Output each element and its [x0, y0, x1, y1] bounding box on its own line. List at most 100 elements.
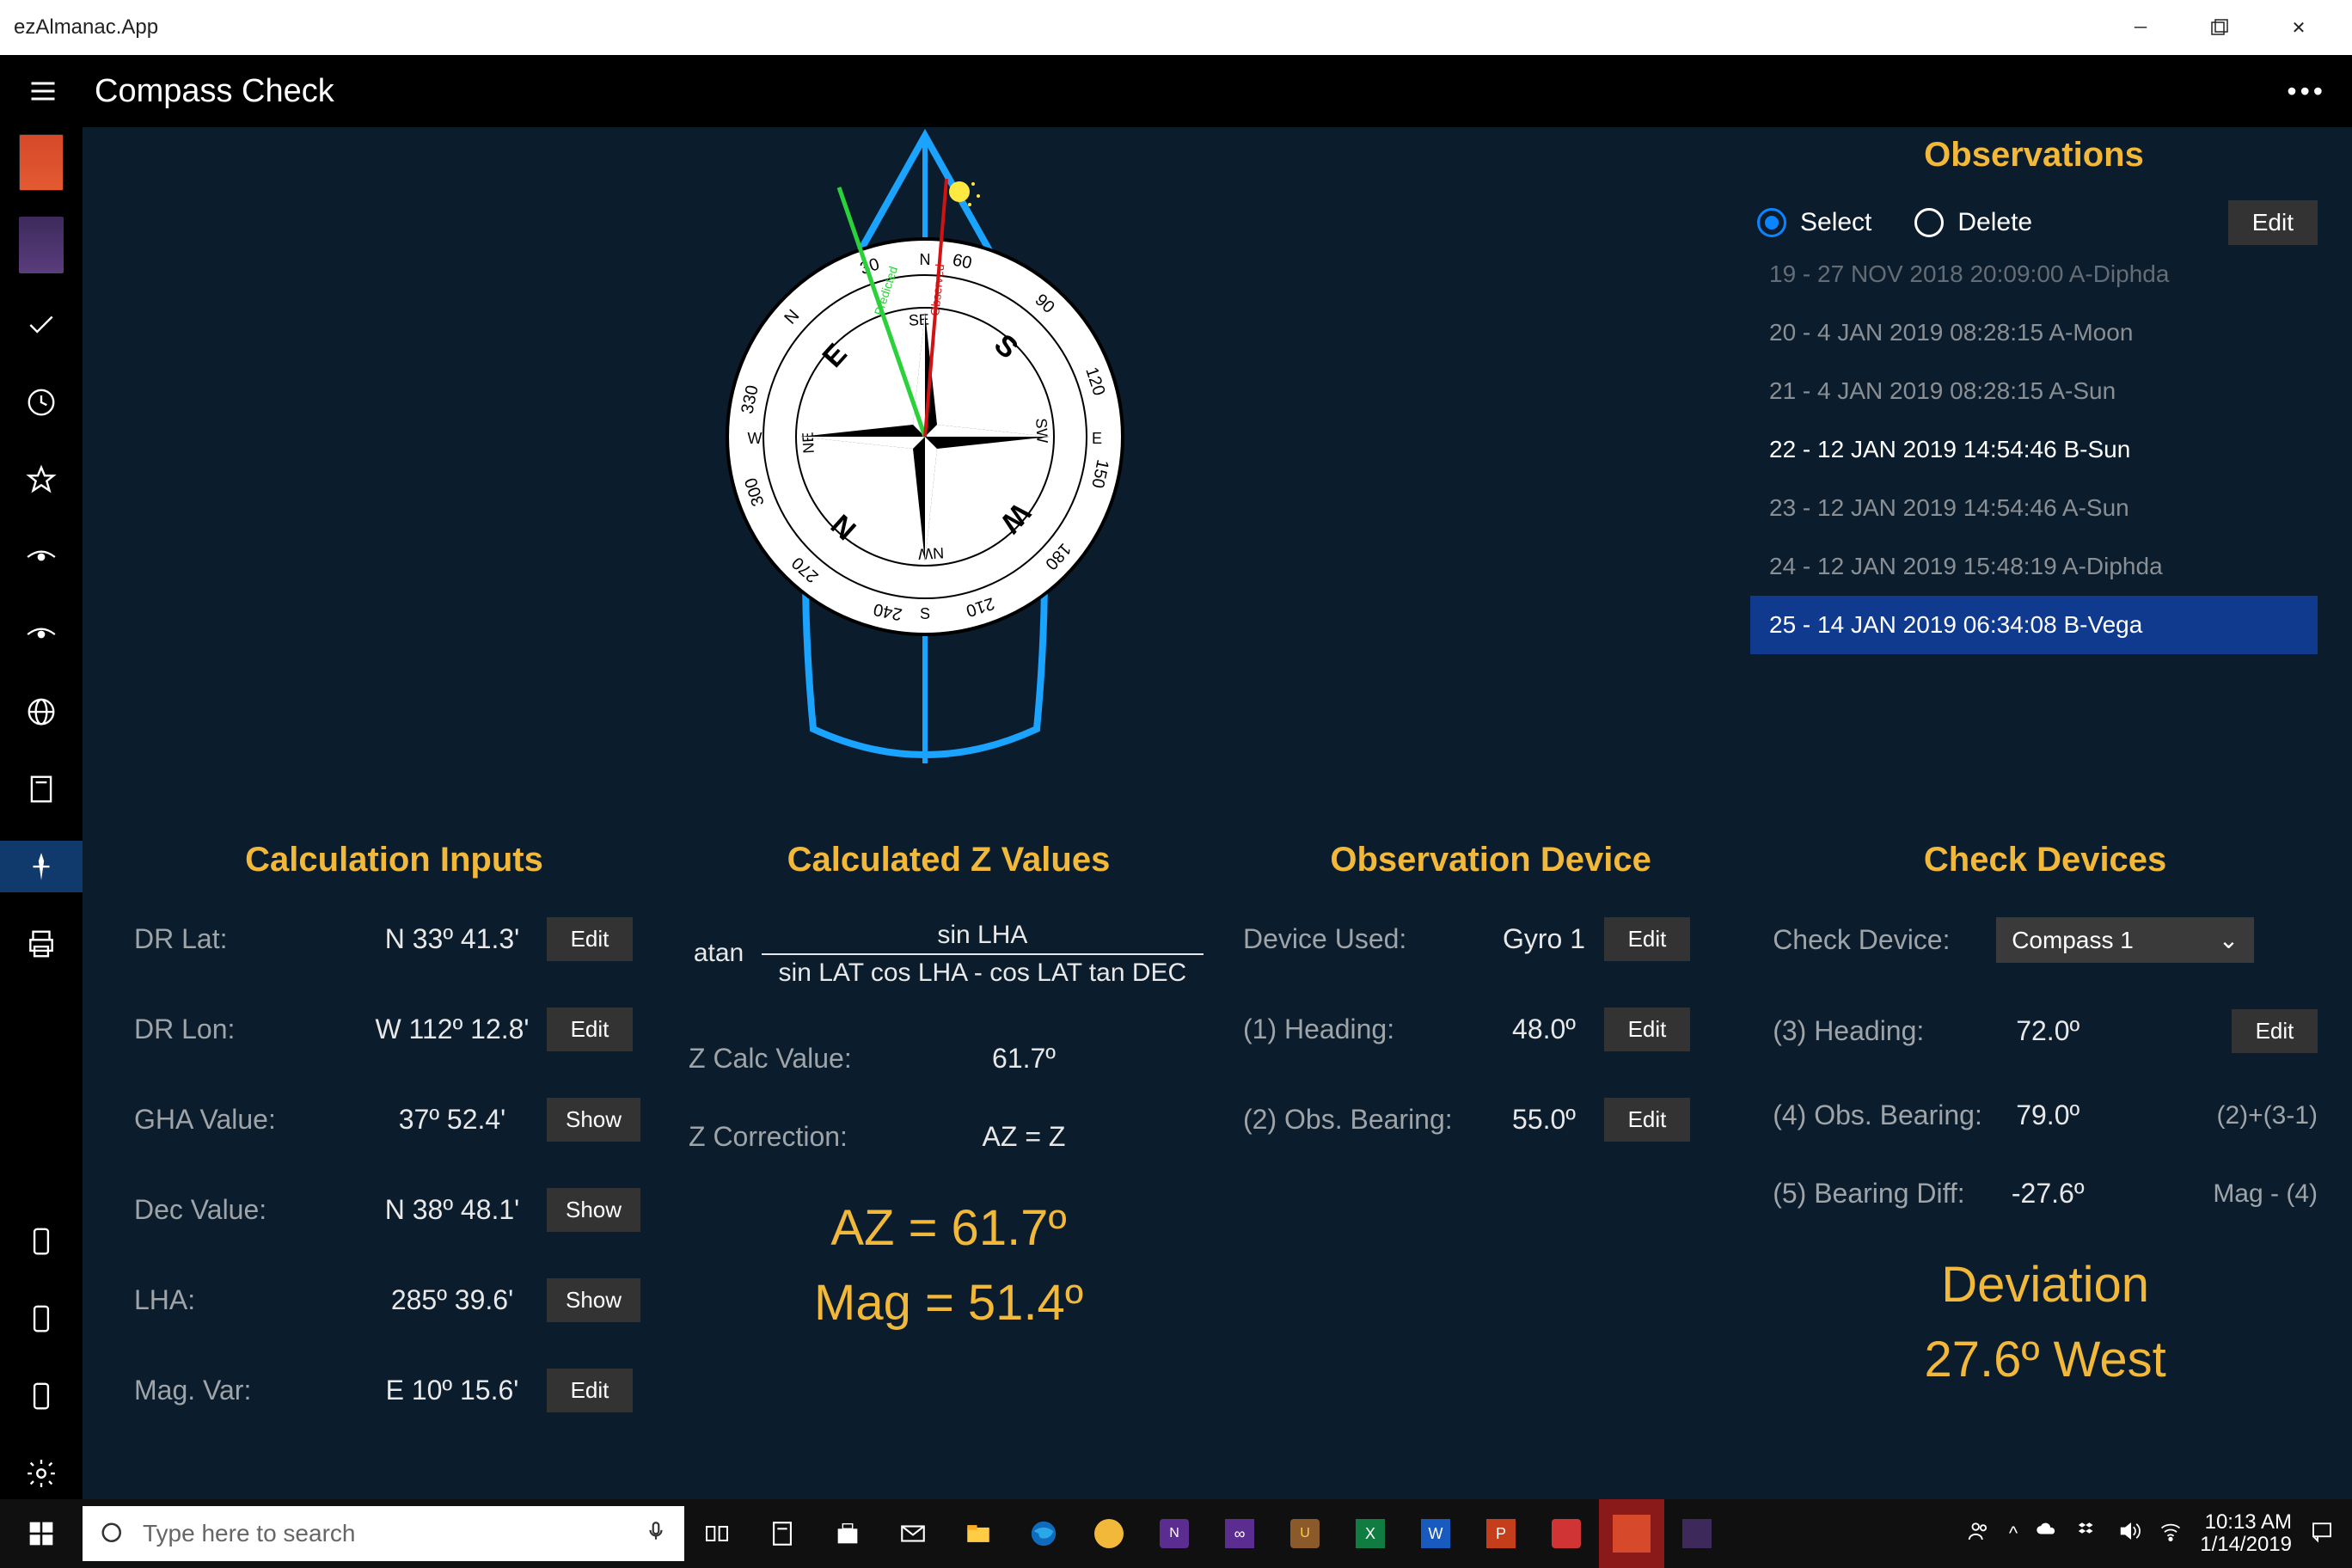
check-device-label: Check Device:	[1773, 924, 1996, 956]
tray-wifi-icon[interactable]	[2159, 1519, 2183, 1548]
tray-chevron-up-icon[interactable]: ^	[2009, 1522, 2018, 1545]
taskbar-excel-icon[interactable]: X	[1338, 1499, 1403, 1568]
heading3-value: 72.0º	[1996, 1015, 2099, 1047]
heading1-edit-button[interactable]: Edit	[1604, 1008, 1690, 1051]
mic-icon[interactable]	[645, 1520, 667, 1548]
tray-cloud-icon[interactable]	[2035, 1519, 2059, 1548]
taskbar-app-4[interactable]	[1534, 1499, 1599, 1568]
observation-item[interactable]: 21 - 4 JAN 2019 08:28:15 A-Sun	[1750, 362, 2318, 420]
taskbar-app-1[interactable]	[1076, 1499, 1142, 1568]
zcalc-label: Z Calc Value:	[689, 1043, 929, 1075]
tray-volume-icon[interactable]	[2117, 1519, 2141, 1548]
observation-item[interactable]: 20 - 4 JAN 2019 08:28:15 A-Moon	[1750, 303, 2318, 362]
calculator-icon[interactable]	[15, 763, 67, 815]
chevron-down-icon: ⌄	[2219, 926, 2239, 954]
radio-dot-select	[1757, 208, 1786, 237]
clock-icon[interactable]	[15, 377, 67, 428]
tray-people-icon[interactable]	[1966, 1518, 1992, 1549]
taskbar-explorer-icon[interactable]	[946, 1499, 1011, 1568]
check-device-select[interactable]: Compass 1 ⌄	[1996, 917, 2254, 963]
compass-nav-icon[interactable]	[0, 841, 83, 892]
tray-dropbox-icon[interactable]	[2076, 1519, 2100, 1548]
dec-label: Dec Value:	[134, 1194, 358, 1226]
az-result: AZ = 61.7º	[689, 1199, 1209, 1257]
radio-dot-delete	[1914, 208, 1944, 237]
bearing2-value: 55.0º	[1484, 1104, 1604, 1136]
observation-item[interactable]: 22 - 12 JAN 2019 14:54:46 B-Sun	[1750, 420, 2318, 479]
svg-text:E: E	[1092, 430, 1102, 447]
close-button[interactable]: ✕	[2259, 0, 2338, 55]
heading1-value: 48.0º	[1484, 1014, 1604, 1045]
zcalc-value: 61.7º	[929, 1043, 1118, 1075]
bearing4-note: (2)+(3-1)	[2216, 1101, 2318, 1130]
maximize-button[interactable]	[2180, 0, 2259, 55]
z-values-column: Calculated Z Values atan sin LHA sin LAT…	[689, 841, 1209, 1459]
task-view-icon[interactable]	[684, 1499, 750, 1568]
globe-icon[interactable]	[15, 686, 67, 738]
gha-value: 37º 52.4'	[358, 1104, 547, 1136]
hamburger-menu[interactable]	[9, 55, 77, 127]
observations-list[interactable]: 19 - 27 NOV 2018 20:09:00 A-Diphda 20 - …	[1750, 260, 2318, 654]
tablet-icon-3[interactable]	[15, 1370, 67, 1422]
check-icon[interactable]	[15, 299, 67, 351]
heading3-edit-button[interactable]: Edit	[2232, 1009, 2318, 1053]
radio-delete[interactable]: Delete	[1914, 208, 2032, 237]
sidebar-thumb-2[interactable]	[19, 217, 64, 273]
taskbar-app-2[interactable]: N	[1142, 1499, 1207, 1568]
tablet-icon-2[interactable]	[15, 1293, 67, 1344]
taskbar-store-icon[interactable]	[815, 1499, 880, 1568]
taskbar-app-5[interactable]	[1664, 1499, 1730, 1568]
observation-item[interactable]: 24 - 12 JAN 2019 15:48:19 A-Diphda	[1750, 537, 2318, 596]
observations-panel: Observations Select Delete Edit 19 - 27 …	[1750, 136, 2318, 654]
window-titlebar: ezAlmanac.App ─ ✕	[0, 0, 2352, 55]
bearing4-value: 79.0º	[1996, 1099, 2099, 1131]
z-formula: atan sin LHA sin LAT cos LHA - cos LAT t…	[689, 917, 1209, 991]
taskbar-calculator-icon[interactable]	[750, 1499, 815, 1568]
radio-select[interactable]: Select	[1757, 208, 1871, 237]
more-menu[interactable]: •••	[2287, 76, 2326, 107]
taskbar-mail-icon[interactable]	[880, 1499, 946, 1568]
taskbar-powerpoint-icon[interactable]: P	[1468, 1499, 1534, 1568]
svg-text:60: 60	[951, 250, 973, 273]
taskbar-app-active[interactable]	[1599, 1499, 1664, 1568]
zcor-value: AZ = Z	[929, 1121, 1118, 1153]
system-tray: ^ 10:13 AM 1/14/2019	[1966, 1511, 2352, 1557]
compass-graphic: N E S W N 30 60 90 120 150 180 210 240 2…	[684, 127, 1166, 798]
observations-edit-button[interactable]: Edit	[2228, 200, 2318, 245]
taskbar-vs-icon[interactable]: ∞	[1207, 1499, 1272, 1568]
print-icon[interactable]	[15, 918, 67, 970]
deviation-title: Deviation	[1773, 1256, 2318, 1314]
sidebar-thumb-1[interactable]	[19, 134, 64, 191]
tray-notifications-icon[interactable]	[2309, 1518, 2335, 1549]
observation-item[interactable]: 23 - 12 JAN 2019 14:54:46 A-Sun	[1750, 479, 2318, 537]
eye-icon-2[interactable]	[15, 609, 67, 660]
svg-text:NE: NE	[799, 432, 818, 454]
taskbar-app-3[interactable]: U	[1272, 1499, 1338, 1568]
dr-lon-edit-button[interactable]: Edit	[547, 1008, 633, 1051]
tablet-icon-1[interactable]	[15, 1216, 67, 1267]
magvar-edit-button[interactable]: Edit	[547, 1369, 633, 1412]
check-devices-column: Check Devices Check Device: Compass 1 ⌄ …	[1773, 841, 2318, 1459]
gha-label: GHA Value:	[134, 1104, 358, 1136]
taskbar-word-icon[interactable]: W	[1403, 1499, 1468, 1568]
taskbar: Type here to search N ∞ U X W P ^	[0, 1499, 2352, 1568]
check-devices-title: Check Devices	[1773, 841, 2318, 879]
taskbar-clock[interactable]: 10:13 AM 1/14/2019	[2200, 1511, 2292, 1557]
taskbar-edge-icon[interactable]	[1011, 1499, 1076, 1568]
dec-show-button[interactable]: Show	[547, 1188, 640, 1232]
obs-device-column: Observation Device Device Used: Gyro 1 E…	[1243, 841, 1738, 1459]
star-icon[interactable]	[15, 454, 67, 505]
start-button[interactable]	[0, 1499, 83, 1568]
settings-icon[interactable]	[15, 1448, 67, 1499]
calc-inputs-column: Calculation Inputs DR Lat: N 33º 41.3' E…	[134, 841, 654, 1459]
bearing2-edit-button[interactable]: Edit	[1604, 1098, 1690, 1142]
observation-item-active[interactable]: 25 - 14 JAN 2019 06:34:08 B-Vega	[1750, 596, 2318, 654]
taskbar-search[interactable]: Type here to search	[83, 1506, 684, 1561]
lha-show-button[interactable]: Show	[547, 1278, 640, 1322]
observation-item[interactable]: 19 - 27 NOV 2018 20:09:00 A-Diphda	[1750, 260, 2318, 303]
minimize-button[interactable]: ─	[2101, 0, 2180, 55]
dr-lat-edit-button[interactable]: Edit	[547, 917, 633, 961]
device-edit-button[interactable]: Edit	[1604, 917, 1690, 961]
gha-show-button[interactable]: Show	[547, 1098, 640, 1142]
eye-icon-1[interactable]	[15, 531, 67, 583]
